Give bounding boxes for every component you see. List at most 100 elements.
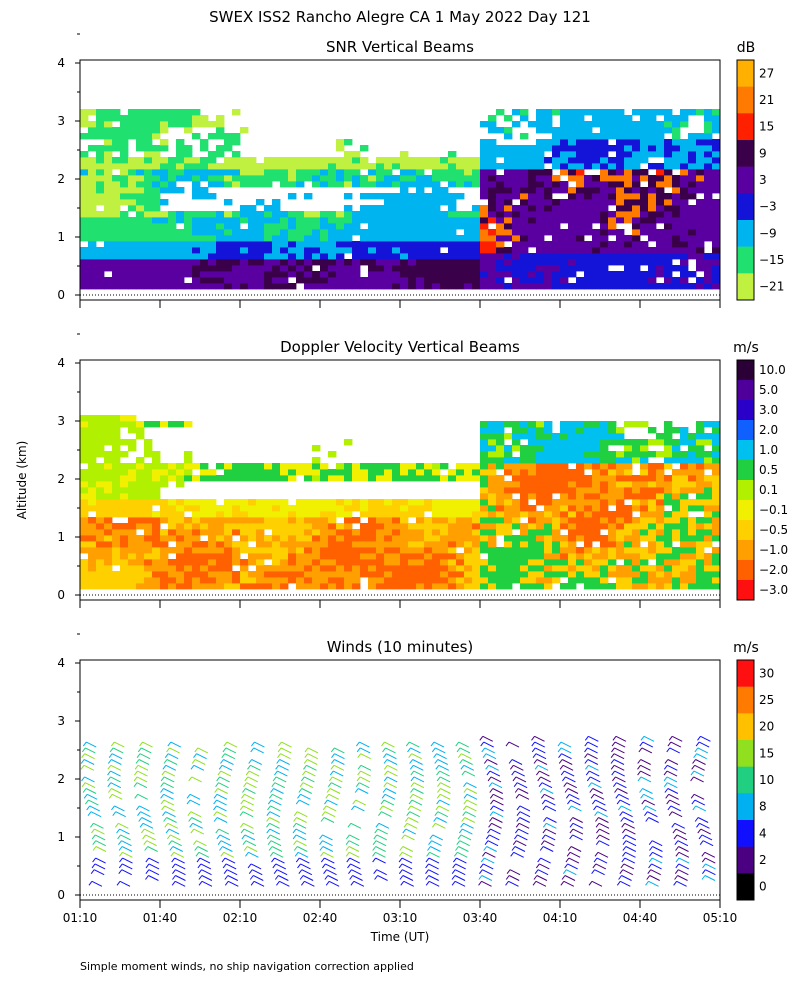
snr-cell [136, 187, 145, 194]
snr-cell [424, 157, 433, 164]
snr-cell [200, 211, 209, 218]
doppler-cell [96, 571, 105, 578]
doppler-cell [544, 583, 553, 590]
snr-cell [608, 169, 617, 176]
doppler-cell [488, 523, 497, 530]
wind-barb [542, 846, 554, 852]
wind-barb [619, 799, 631, 806]
snr-cell [344, 271, 353, 278]
doppler-cell [336, 469, 345, 476]
doppler-cell [304, 523, 313, 530]
doppler-cell [352, 469, 361, 476]
doppler-cell [120, 493, 129, 500]
wind-barb [141, 747, 152, 754]
snr-cell [624, 259, 633, 266]
snr-cell [560, 277, 569, 284]
snr-cell [496, 151, 505, 158]
snr-cell [312, 283, 321, 290]
wind-barb [674, 822, 685, 829]
doppler-cell [520, 487, 529, 494]
snr-cell [264, 175, 273, 182]
doppler-cell [600, 535, 609, 542]
snr-cell [536, 193, 545, 200]
doppler-cell [280, 577, 289, 584]
snr-cell [480, 175, 489, 182]
doppler-cell [608, 493, 617, 500]
snr-cell [336, 235, 345, 242]
snr-cell [560, 235, 569, 242]
snr-cell [104, 157, 113, 164]
wind-barb-flag [330, 747, 335, 753]
snr-cell [616, 217, 625, 224]
wind-barb-flag [479, 735, 484, 741]
snr-cell [240, 277, 249, 284]
wind-barb [115, 811, 126, 818]
wind-barb-flag [119, 857, 123, 863]
doppler-cell [256, 529, 265, 536]
snr-cell [184, 283, 193, 290]
doppler-cell [632, 517, 641, 524]
snr-cell [440, 157, 449, 164]
doppler-cell [272, 463, 281, 470]
doppler-cell [696, 427, 705, 434]
snr-cell [632, 259, 641, 266]
snr-cell [432, 187, 441, 194]
doppler-cell [552, 523, 561, 530]
doppler-cell [152, 571, 161, 578]
snr-cell [96, 163, 105, 170]
snr-cell [544, 253, 553, 260]
wind-barb [118, 822, 129, 829]
doppler-cell [400, 553, 409, 560]
wind-barb [300, 793, 311, 800]
snr-cell [232, 133, 241, 140]
wind-barb-flag [142, 834, 147, 840]
doppler-cell [280, 499, 289, 506]
doppler-cell [256, 565, 265, 572]
doppler-cell [496, 421, 505, 428]
snr-cell [424, 199, 433, 206]
snr-cell [440, 169, 449, 176]
wind-barb-flag [611, 770, 616, 776]
wind-barb [483, 741, 494, 748]
snr-cell [264, 283, 273, 290]
doppler-cell [712, 523, 720, 530]
doppler-cell [608, 541, 617, 548]
doppler-cell [504, 469, 513, 476]
colorbar-swatch [737, 846, 754, 874]
wind-barb-flag [558, 753, 562, 759]
snr-cell [320, 175, 329, 182]
snr-cell [224, 283, 233, 290]
snr-cell [376, 253, 385, 260]
doppler-cell [528, 577, 537, 584]
snr-cell [248, 247, 257, 254]
snr-cell [144, 163, 153, 170]
wind-barb [519, 805, 531, 812]
doppler-cell [368, 475, 377, 482]
snr-cell [288, 259, 297, 266]
doppler-cell [144, 535, 153, 542]
snr-cell [152, 241, 161, 248]
snr-cell [664, 283, 673, 290]
doppler-cell [120, 511, 129, 518]
snr-cell [576, 187, 585, 194]
doppler-cell [200, 559, 209, 566]
doppler-cell [536, 523, 545, 530]
doppler-cell [608, 457, 617, 464]
doppler-cell [392, 463, 401, 470]
doppler-cell [96, 445, 105, 452]
snr-cell [408, 175, 417, 182]
wind-barb [226, 741, 238, 748]
snr-cell [576, 277, 585, 284]
snr-cell [656, 139, 665, 146]
wind-barb-flag [485, 764, 490, 770]
snr-cell [712, 115, 720, 122]
doppler-cell [672, 511, 681, 518]
snr-cell [664, 277, 673, 284]
doppler-cell [552, 565, 561, 572]
doppler-cell [304, 565, 313, 572]
wind-barb-flag [160, 776, 165, 782]
wind-barb [141, 817, 152, 823]
doppler-cell [488, 457, 497, 464]
doppler-cell [168, 535, 177, 542]
snr-cell [496, 277, 505, 284]
